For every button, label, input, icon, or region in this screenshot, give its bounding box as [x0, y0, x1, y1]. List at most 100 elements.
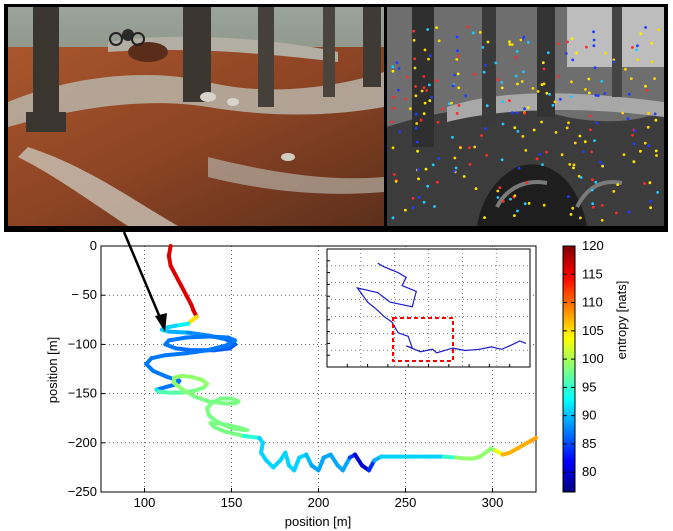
feature-point — [433, 205, 436, 208]
feature-point — [397, 67, 401, 70]
feature-point — [516, 130, 520, 133]
feature-point — [480, 134, 483, 137]
feature-point — [423, 48, 427, 52]
colorbar-tick-label: 110 — [582, 295, 603, 310]
feature-point — [526, 40, 530, 44]
feature-point — [422, 75, 426, 78]
feature-point — [496, 78, 500, 82]
pointer-arrow — [122, 231, 167, 332]
feature-point — [515, 111, 519, 115]
feature-point — [456, 72, 460, 76]
photo-left — [8, 7, 384, 226]
feature-point — [456, 49, 459, 53]
colorbar-tick-label: 100 — [582, 351, 604, 366]
feature-point — [455, 112, 459, 115]
trajectory-segment — [224, 429, 246, 438]
feature-point — [545, 150, 548, 154]
feature-point — [592, 44, 596, 48]
feature-point — [650, 41, 653, 45]
feature-point — [397, 88, 400, 92]
feature-point — [647, 144, 651, 148]
feature-point — [590, 150, 593, 154]
feature-point — [394, 180, 398, 183]
feature-point — [633, 142, 636, 146]
feature-point — [591, 205, 595, 209]
trajectory-segment — [206, 334, 231, 340]
y-tick-label: − 50 — [71, 287, 97, 302]
feature-point — [593, 66, 597, 70]
feature-point — [639, 32, 643, 35]
trajectory-segment — [441, 454, 458, 460]
feature-point — [404, 97, 408, 101]
feature-point — [426, 28, 430, 31]
feature-point — [568, 163, 572, 166]
feature-point — [415, 112, 418, 116]
feature-point — [577, 174, 581, 178]
trajectory-segment — [283, 450, 291, 468]
x-tick-label: 250 — [395, 495, 417, 510]
feature-point — [471, 31, 475, 35]
feature-point — [390, 120, 394, 124]
feature-point — [392, 95, 396, 99]
y-axis-label: position [m] — [45, 337, 60, 403]
feature-point — [616, 183, 620, 187]
feature-point — [457, 54, 461, 58]
feature-point — [395, 61, 399, 64]
feature-point — [570, 37, 574, 41]
feature-point — [496, 189, 500, 193]
feature-point — [551, 103, 555, 107]
trajectory — [144, 244, 538, 473]
feature-point — [514, 74, 518, 78]
feature-point — [514, 56, 517, 59]
trajectory-segment — [163, 351, 189, 358]
feature-point — [571, 58, 575, 62]
feature-point — [596, 94, 600, 97]
feature-point — [524, 149, 528, 152]
feature-point — [521, 135, 525, 138]
feature-point — [600, 218, 604, 222]
feature-point — [601, 164, 604, 168]
feature-point — [391, 146, 395, 150]
feature-point — [589, 128, 592, 132]
feature-point — [578, 134, 582, 138]
feature-point — [536, 90, 540, 93]
feature-point — [501, 100, 504, 104]
feature-point — [436, 180, 439, 184]
inset-trajectory — [355, 262, 527, 354]
feature-point — [415, 140, 419, 144]
colorbar-tick-label: 115 — [582, 266, 603, 281]
feature-point — [603, 92, 607, 95]
feature-point — [615, 211, 618, 215]
feature-point — [500, 158, 504, 162]
feature-point — [510, 111, 514, 115]
feature-point — [590, 188, 594, 192]
feature-point — [452, 169, 456, 173]
feature-point — [523, 112, 527, 115]
feature-point — [422, 112, 426, 115]
feature-point — [509, 197, 512, 201]
feature-point — [548, 92, 551, 96]
feature-point — [647, 111, 650, 115]
feature-point — [510, 43, 514, 46]
feature-point — [655, 154, 658, 157]
y-tick-label: −250 — [68, 484, 97, 499]
feature-point — [516, 82, 519, 86]
feature-point — [556, 75, 560, 78]
inset-ticks — [326, 248, 531, 368]
trajectory-segment — [184, 334, 211, 340]
feature-point — [502, 200, 505, 203]
feature-point — [435, 26, 438, 29]
y-tick-label: −100 — [68, 336, 97, 351]
feature-point — [437, 39, 441, 43]
feature-point — [414, 126, 418, 130]
feature-point — [484, 127, 487, 131]
feature-point — [566, 195, 570, 199]
feature-point — [494, 61, 498, 65]
trajectory-segment — [212, 346, 232, 353]
feature-point — [627, 210, 631, 214]
feature-point — [635, 48, 638, 52]
feature-point — [391, 69, 395, 73]
feature-point — [657, 28, 660, 32]
feature-point — [540, 83, 544, 86]
